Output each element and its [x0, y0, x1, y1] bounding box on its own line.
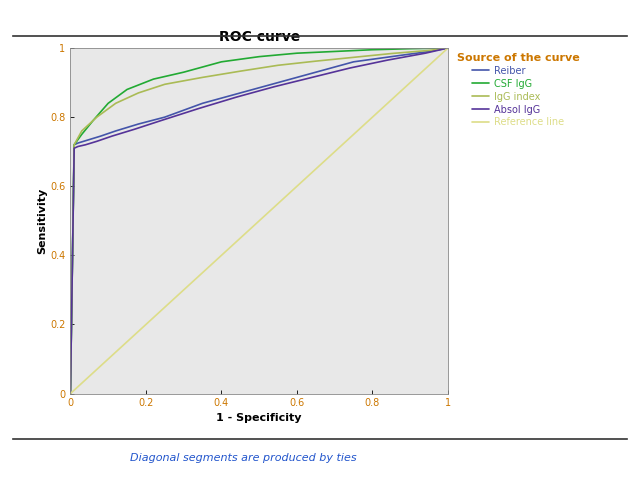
Absol IgG: [93, 138, 100, 144]
Text: Diagonal segments are produced by ties: Diagonal segments are produced by ties: [130, 454, 356, 463]
Line: Reiber: Reiber: [70, 48, 448, 394]
IgG index: [93, 114, 100, 120]
CSF IgG: [78, 132, 86, 137]
Absol IgG: [195, 106, 203, 111]
IgG index: [161, 82, 169, 87]
Absol IgG: [422, 50, 429, 56]
CSF IgG: [218, 59, 225, 65]
CSF IgG: [444, 45, 452, 51]
IgG index: [426, 48, 433, 53]
Absol IgG: [444, 45, 452, 51]
IgG index: [70, 142, 78, 148]
CSF IgG: [369, 47, 376, 53]
Reiber: [444, 45, 452, 51]
CSF IgG: [150, 76, 157, 82]
Reiber: [350, 59, 358, 65]
IgG index: [237, 68, 244, 74]
Absol IgG: [346, 65, 354, 71]
Absol IgG: [157, 118, 165, 123]
CSF IgG: [67, 391, 74, 396]
Reiber: [134, 121, 142, 127]
IgG index: [444, 45, 452, 51]
CSF IgG: [123, 86, 131, 92]
Absol IgG: [308, 74, 316, 80]
Reiber: [67, 391, 74, 396]
Absol IgG: [108, 133, 116, 139]
Reiber: [237, 90, 244, 96]
CSF IgG: [89, 118, 97, 123]
CSF IgG: [255, 54, 263, 60]
Absol IgG: [233, 94, 241, 100]
IgG index: [134, 90, 142, 96]
CSF IgG: [180, 69, 188, 75]
Line: IgG index: IgG index: [70, 48, 448, 394]
CSF IgG: [70, 142, 78, 148]
Reiber: [86, 137, 93, 143]
IgG index: [198, 74, 206, 80]
Absol IgG: [82, 142, 90, 148]
IgG index: [312, 58, 320, 64]
Reiber: [198, 100, 206, 106]
Title: ROC curve: ROC curve: [219, 30, 300, 44]
Reiber: [97, 133, 104, 139]
Reiber: [74, 140, 82, 146]
CSF IgG: [293, 50, 301, 56]
IgG index: [350, 54, 358, 60]
Absol IgG: [70, 145, 78, 151]
Reiber: [112, 128, 120, 134]
Reiber: [426, 48, 433, 54]
Line: Absol IgG: Absol IgG: [70, 48, 448, 394]
Reiber: [161, 114, 169, 120]
Absol IgG: [67, 391, 74, 396]
CSF IgG: [104, 100, 112, 106]
Reiber: [388, 54, 396, 60]
X-axis label: 1 - Specificity: 1 - Specificity: [216, 413, 302, 422]
CSF IgG: [406, 46, 414, 51]
IgG index: [112, 100, 120, 106]
Reiber: [70, 142, 78, 148]
Reiber: [312, 69, 320, 75]
Line: CSF IgG: CSF IgG: [70, 48, 448, 394]
Absol IgG: [131, 126, 138, 132]
IgG index: [67, 391, 74, 396]
Absol IgG: [271, 84, 278, 90]
IgG index: [388, 51, 396, 57]
Absol IgG: [384, 57, 392, 63]
Absol IgG: [74, 144, 82, 149]
IgG index: [78, 128, 86, 134]
CSF IgG: [331, 48, 339, 54]
IgG index: [275, 62, 282, 68]
Y-axis label: Sensitivity: Sensitivity: [37, 188, 47, 254]
Legend: Reiber, CSF IgG, IgG index, Absol IgG, Reference line: Reiber, CSF IgG, IgG index, Absol IgG, R…: [456, 53, 579, 128]
Reiber: [275, 80, 282, 85]
